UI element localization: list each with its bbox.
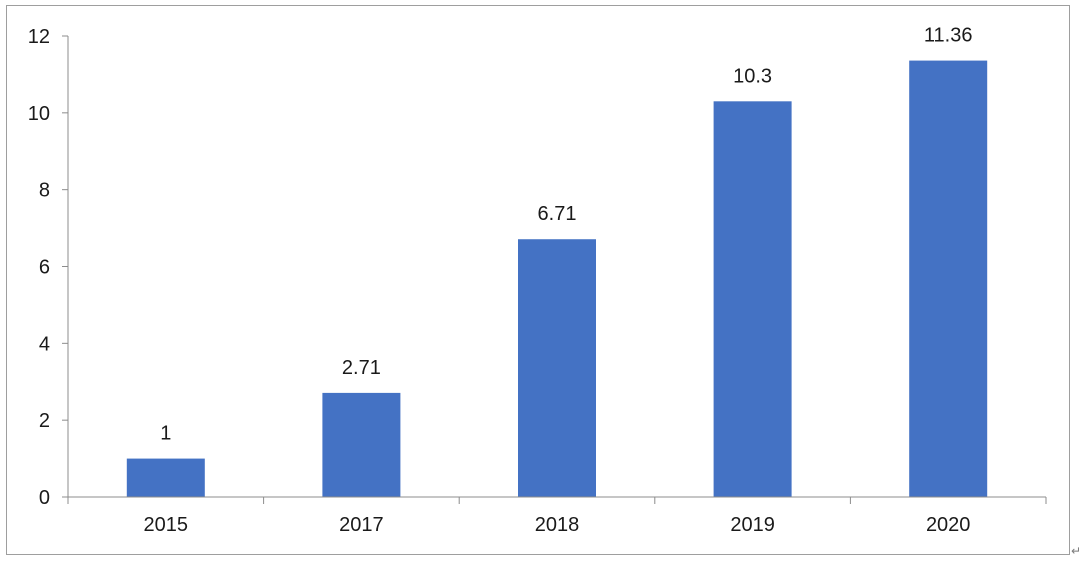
x-tick-labels: 2015 2017 2018 2019 2020 — [144, 514, 971, 536]
x-tick-marks — [67, 497, 1047, 504]
data-label: 6.71 — [538, 203, 577, 225]
y-tick-labels: 0 2 4 6 8 10 12 — [28, 26, 50, 509]
bar-2018 — [518, 239, 596, 497]
bar-2020 — [909, 60, 988, 497]
data-label: 10.3 — [733, 65, 772, 87]
y-tick-label: 8 — [39, 180, 50, 202]
bar-2015 — [126, 458, 205, 497]
y-tick-label: 10 — [28, 103, 50, 125]
data-label: 2.71 — [342, 357, 381, 379]
data-labels: 1 2.71 6.71 10.3 11.36 — [160, 25, 972, 445]
bar-2017 — [322, 392, 401, 497]
bars — [126, 60, 988, 497]
data-label: 11.36 — [924, 25, 973, 47]
x-tick-label: 2018 — [535, 514, 580, 536]
y-tick-label: 0 — [39, 487, 50, 509]
y-tick-label: 2 — [39, 410, 50, 432]
y-tick-label: 4 — [39, 333, 50, 355]
x-tick-label: 2017 — [339, 514, 384, 536]
corner-mark: ↵ — [1071, 544, 1080, 558]
y-tick-label: 12 — [28, 26, 50, 48]
x-tick-label: 2020 — [926, 514, 971, 536]
y-tick-label: 6 — [39, 257, 50, 279]
bar-2019 — [713, 101, 792, 497]
x-tick-label: 2015 — [144, 514, 189, 536]
x-tick-label: 2019 — [730, 514, 775, 536]
y-tick-marks — [62, 35, 68, 498]
data-label: 1 — [160, 423, 171, 445]
